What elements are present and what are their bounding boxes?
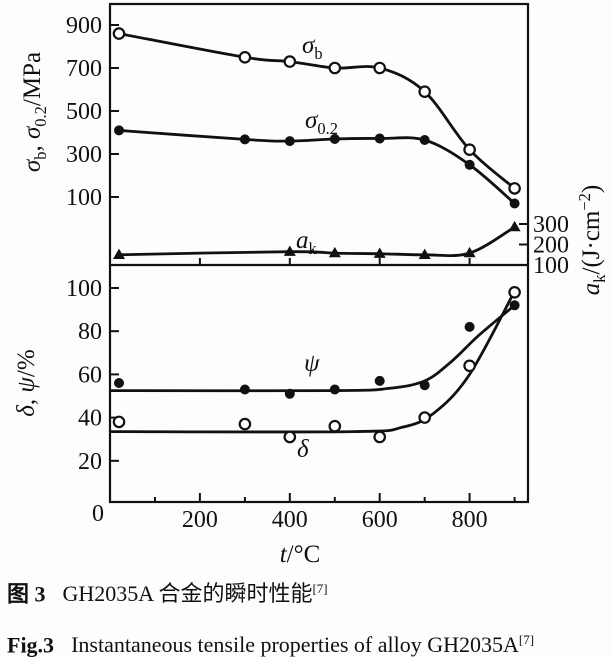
caption-cn: 图 3 GH2035A 合金的瞬时性能[7] — [7, 576, 328, 607]
open-circle-marker — [112, 415, 126, 429]
filled-triangle-marker — [373, 247, 386, 258]
svg-text:300: 300 — [533, 212, 569, 238]
series-psi-markers — [114, 300, 520, 399]
filled-circle-marker — [509, 198, 520, 209]
caption-en-text: Instantaneous tensile properties of allo… — [71, 632, 519, 657]
open-circle-marker — [463, 143, 476, 156]
open-circle-marker — [373, 61, 386, 75]
filled-circle-marker — [464, 159, 475, 170]
filled-circle-marker — [464, 321, 475, 332]
svg-text:800: 800 — [452, 507, 488, 533]
svg-text:100: 100 — [66, 276, 102, 302]
series-sigma-0-2-line — [118, 129, 516, 205]
open-circle-marker — [508, 182, 521, 195]
series-sigma-b-markers — [112, 27, 521, 195]
filled-circle-marker — [284, 388, 295, 399]
series-sigma-0-2-label: σ0.2 — [305, 107, 338, 138]
series-psi-label: ψ — [304, 350, 320, 377]
open-circle-marker — [418, 85, 431, 98]
svg-text:0: 0 — [92, 501, 104, 527]
series-sigma-b-label: σb — [302, 32, 323, 63]
filled-circle-marker — [114, 125, 124, 136]
svg-text:80: 80 — [78, 319, 102, 345]
caption-cn-ref: [7] — [312, 581, 328, 596]
filled-triangle-marker — [113, 248, 125, 259]
open-circle-marker — [418, 411, 431, 424]
svg-text:900: 900 — [66, 13, 102, 39]
series-a-k-line — [118, 225, 516, 258]
caption-en-label: Fig.3 — [7, 632, 55, 657]
open-circle-marker — [112, 27, 126, 40]
svg-text:700: 700 — [66, 56, 102, 82]
svg-text:20: 20 — [78, 449, 102, 475]
open-circle-marker — [238, 417, 252, 431]
open-circle-marker — [373, 430, 386, 444]
series-delta-markers — [112, 285, 521, 444]
plot-border — [108, 2, 530, 504]
y-axis-label-left-top: σb, σ0.2/MPa — [19, 52, 50, 172]
series-a-k-markers — [113, 220, 521, 259]
open-circle-marker — [328, 61, 342, 75]
open-circle-marker — [238, 50, 252, 64]
svg-text:100: 100 — [66, 185, 102, 211]
filled-triangle-marker — [328, 246, 341, 258]
svg-text:100: 100 — [533, 253, 569, 279]
filled-circle-marker — [239, 384, 250, 395]
open-circle-marker — [283, 430, 297, 444]
svg-text:60: 60 — [78, 362, 102, 388]
filled-triangle-marker — [463, 246, 476, 258]
filled-circle-marker — [419, 135, 430, 145]
filled-triangle-marker — [508, 220, 521, 232]
open-circle-marker — [283, 55, 297, 68]
filled-circle-marker — [509, 300, 520, 311]
filled-circle-marker — [374, 375, 385, 386]
svg-text:40: 40 — [78, 406, 102, 432]
open-circle-marker — [508, 285, 521, 299]
filled-circle-marker — [114, 378, 124, 388]
svg-text:200: 200 — [533, 233, 569, 259]
filled-circle-marker — [329, 384, 340, 395]
open-circle-marker — [463, 359, 476, 373]
open-circle-marker — [328, 419, 342, 433]
filled-triangle-marker — [418, 248, 431, 259]
svg-text:400: 400 — [272, 507, 308, 533]
y-axis-label-left-bottom: δ, ψ/% — [13, 349, 40, 416]
filled-circle-marker — [329, 134, 340, 144]
series-psi-line — [109, 304, 516, 393]
filled-circle-marker — [419, 380, 430, 391]
x-axis-label: t/°C — [280, 541, 321, 568]
series-sigma-0-2-markers — [114, 125, 520, 209]
svg-text:300: 300 — [66, 142, 102, 168]
caption-en-ref: [7] — [518, 632, 535, 647]
filled-triangle-marker — [283, 245, 296, 256]
caption-cn-text: GH2035A 合金的瞬时性能 — [62, 581, 313, 607]
filled-circle-marker — [284, 136, 295, 147]
y-axis-label-right: ak/(J·cm−2) — [575, 185, 609, 296]
caption-cn-label: 图 3 — [7, 581, 46, 607]
series-a-k-label: ak — [296, 227, 318, 258]
filled-circle-marker — [374, 133, 385, 144]
svg-text:200: 200 — [182, 507, 218, 533]
svg-text:600: 600 — [362, 507, 398, 533]
caption-en: Fig.3 Instantaneous tensile properties of… — [7, 627, 534, 657]
filled-circle-marker — [239, 134, 250, 145]
svg-text:500: 500 — [66, 99, 102, 125]
series-delta-label: δ — [297, 436, 309, 463]
